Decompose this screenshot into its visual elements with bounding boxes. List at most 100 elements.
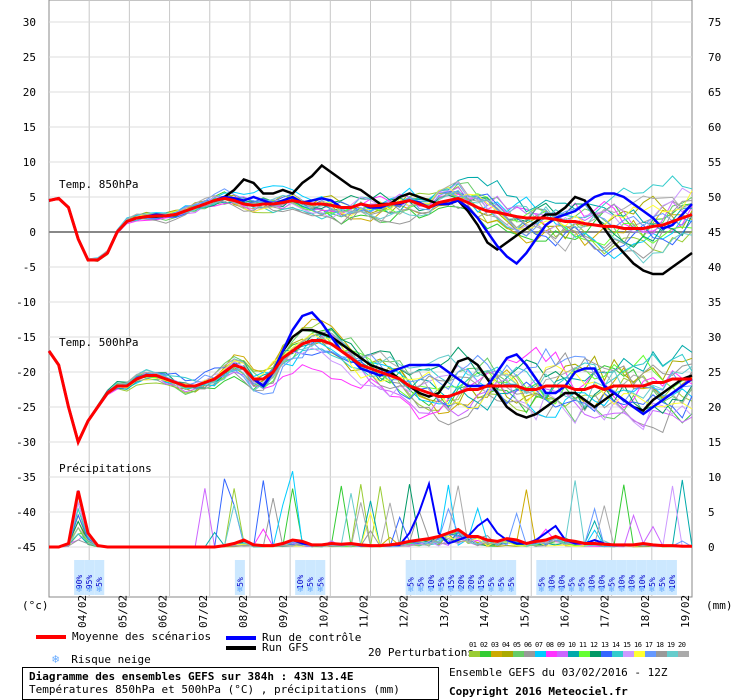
y-tick-label-left: -30 (16, 436, 36, 449)
perturbation-swatch (491, 651, 502, 657)
snow-risk-percent: 10% (427, 575, 436, 590)
snowflake-icon: ❄ (549, 585, 555, 595)
perturbation-number: 09 (557, 641, 565, 649)
legend-gfs: Run GFS (226, 641, 308, 654)
snow-risk-percent: 10% (547, 575, 556, 590)
snowflake-icon: ❄ (308, 585, 314, 595)
snow-risk-bg (425, 560, 436, 595)
snowflake-icon: ❄ (649, 585, 655, 595)
footer-subtitle: Températures 850hPa et 500hPa (°C) , pré… (29, 683, 400, 696)
snowflake-icon: ❄ (539, 585, 545, 595)
perturbation-swatch (568, 651, 579, 657)
y-tick-label-left: -10 (16, 296, 36, 309)
perturbation-number: 01 (469, 641, 477, 649)
snow-risk-percent: 10% (638, 575, 647, 590)
x-axis: 04/02 05/02 06/02 07/02 08/02 09/02 10/02 11/02… (76, 595, 692, 628)
snowflake-icon: ❄ (468, 585, 474, 595)
perturbation-swatches (469, 651, 689, 657)
snow-risk-percent: 5% (497, 577, 506, 587)
y-tick-label-right: 70 (708, 51, 721, 64)
perturbation-number: 03 (491, 641, 499, 649)
y-tick-label-right: 45 (708, 226, 721, 239)
perturbation-number: 04 (502, 641, 510, 649)
snowflake-icon: ❄ (237, 585, 243, 595)
snowflake-icon: ❄ (629, 585, 635, 595)
legend-control: Run de contrôle (226, 631, 361, 644)
snow-risk-percent: 5% (417, 577, 426, 587)
snowflake-icon: ❄ (498, 585, 504, 595)
snow-risk-bg (596, 560, 607, 595)
perturbation-number: 05 (513, 641, 521, 649)
perturbation-swatch (623, 651, 634, 657)
snowflake-icon: ❄ (297, 585, 303, 595)
x-tick-label: 16/02 (558, 595, 571, 628)
perturbation-swatch (502, 651, 513, 657)
snowflake-icon: ❄ (559, 585, 565, 595)
x-tick-label: 15/02 (518, 595, 531, 628)
panel-label-t500: Temp. 500hPa (59, 336, 138, 349)
left-unit: (°c) (22, 599, 49, 612)
snowflake-icon: ❄ (448, 585, 454, 595)
snow-risk-percent: 95% (85, 575, 94, 590)
snow-risk-bg (606, 560, 617, 595)
x-tick-label: 05/02 (116, 595, 129, 628)
snow-risk-bg (476, 560, 487, 595)
perturbation-swatch (557, 651, 568, 657)
perturbation-number: 06 (524, 641, 532, 649)
snow-risk-bg (656, 560, 667, 595)
snow-risk-percent: 5% (577, 577, 586, 587)
y-tick-label-right: 35 (708, 296, 721, 309)
snow-risk-bg (435, 560, 446, 595)
snow-risk-percent: 10% (296, 575, 305, 590)
perturbation-line-t850 (48, 185, 693, 260)
y-tick-label-right: 10 (708, 471, 721, 484)
perturbation-swatch (634, 651, 645, 657)
x-tick-label: 19/02 (679, 595, 692, 628)
legend-mean-label: Moyenne des scénarios (72, 630, 212, 643)
snowflake-icon: ❄ (639, 585, 645, 595)
x-tick-label: 11/02 (358, 595, 371, 628)
panel-label-precip: Précipitations (59, 462, 152, 475)
snowflake-icon: ❄ (478, 585, 484, 595)
snow-risk-bg (546, 560, 557, 595)
snow-risk-bg (94, 560, 105, 595)
x-tick-label: 06/02 (157, 595, 170, 628)
perturbation-number: 15 (623, 641, 631, 649)
snow-risk-bg (234, 560, 245, 595)
perturbation-number: 14 (612, 641, 620, 649)
y-tick-label-left: 15 (23, 121, 36, 134)
legend-gfs-label: Run GFS (262, 641, 309, 654)
snow-risk-percent: 5% (437, 577, 446, 587)
snowflake-icon: ❄ (589, 585, 595, 595)
perturbation-number: 13 (601, 641, 609, 649)
legend-mean: Moyenne des scénarios (36, 630, 211, 643)
x-tick-label: 12/02 (398, 595, 411, 628)
perturbation-number: 07 (535, 641, 543, 649)
snowflake-icon: ❄ (659, 585, 665, 595)
snowflake-icon: ❄ (458, 585, 464, 595)
snowflake-icon: ❄ (488, 585, 494, 595)
x-tick-label: 07/02 (197, 595, 210, 628)
perturbation-swatch (524, 651, 535, 657)
snow-risk-percent: 5% (306, 577, 315, 587)
snowflake-icon: ❄ (86, 585, 92, 595)
snow-risk-percent: 10% (668, 575, 677, 590)
perturbation-swatch (579, 651, 590, 657)
snow-risk-percent: 5% (608, 577, 617, 587)
perturbation-swatch (480, 651, 491, 657)
perturbation-swatch (546, 651, 557, 657)
perturbation-number: 18 (656, 641, 664, 649)
snow-risk-bg (486, 560, 497, 595)
snow-risk-percent: 10% (588, 575, 597, 590)
snow-risk-bg (455, 560, 466, 595)
snow-risk-bg (536, 560, 547, 595)
snow-risk-bg (576, 560, 587, 595)
snow-risk-percent: 5% (537, 577, 546, 587)
snow-risk-percent: 15% (447, 575, 456, 590)
snow-risk-percent: 10% (598, 575, 607, 590)
snowflake-icon: ❄ (579, 585, 585, 595)
legend-perturbations: 20 Perturbations (368, 646, 474, 659)
perturbation-numbers: 01 02 03 04 05 06 07 08 09 10 11 12 13 14 15 16 17 18 19 20 (469, 641, 699, 651)
y-tick-label-right: 20 (708, 401, 721, 414)
snow-risk-bg (666, 560, 677, 595)
